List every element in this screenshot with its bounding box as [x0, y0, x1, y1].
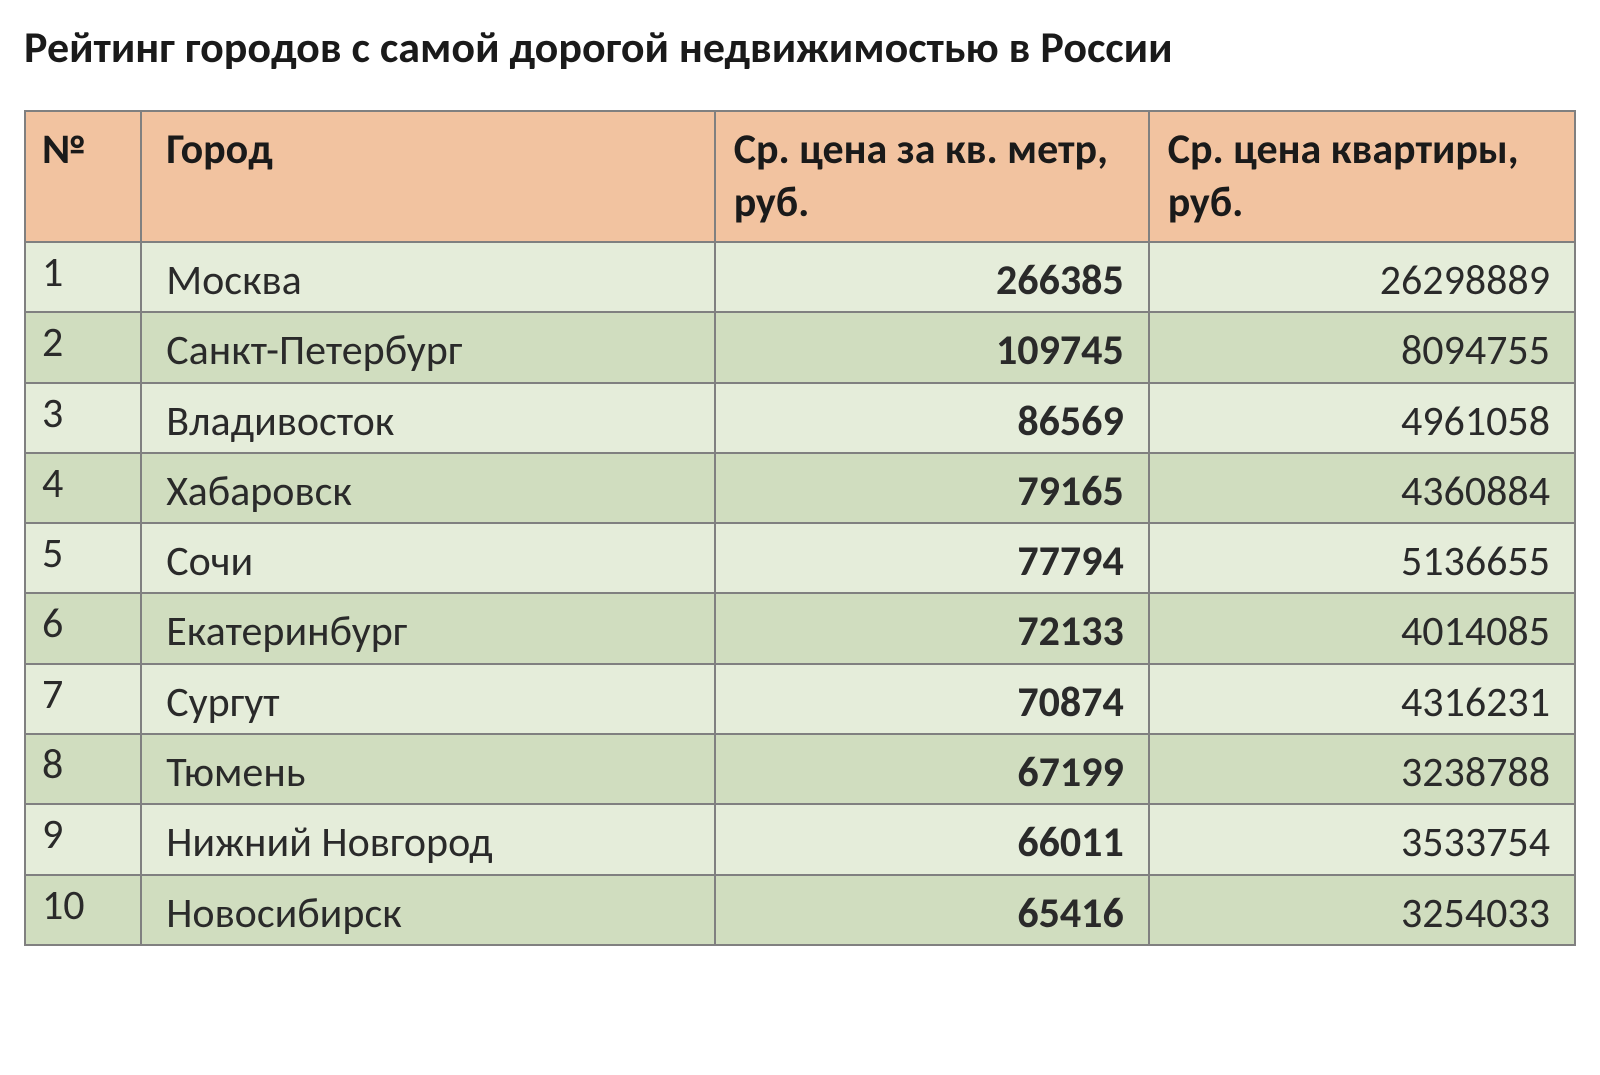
- table-row: 9 Нижний Новгород 66011 3533754: [25, 804, 1575, 874]
- table-row: 4 Хабаровск 79165 4360884: [25, 453, 1575, 523]
- table-row: 5 Сочи 77794 5136655: [25, 523, 1575, 593]
- cell-city: Екатеринбург: [141, 593, 715, 663]
- table-row: 2 Санкт-Петербург 109745 8094755: [25, 312, 1575, 382]
- cell-price-flat: 26298889: [1149, 242, 1575, 312]
- cell-city: Новосибирск: [141, 875, 715, 945]
- cell-price-sqm: 66011: [715, 804, 1149, 874]
- page-title: Рейтинг городов с самой дорогой недвижим…: [24, 20, 1576, 74]
- cell-city: Нижний Новгород: [141, 804, 715, 874]
- table-row: 10 Новосибирск 65416 3254033: [25, 875, 1575, 945]
- cell-price-sqm: 67199: [715, 734, 1149, 804]
- cell-num: 4: [25, 453, 141, 523]
- cell-city: Владивосток: [141, 383, 715, 453]
- cell-num: 10: [25, 875, 141, 945]
- cell-city: Хабаровск: [141, 453, 715, 523]
- cell-price-flat: 3533754: [1149, 804, 1575, 874]
- cell-city: Сургут: [141, 664, 715, 734]
- column-header-city: Город: [141, 111, 715, 242]
- cell-price-flat: 3238788: [1149, 734, 1575, 804]
- cell-price-sqm: 77794: [715, 523, 1149, 593]
- column-header-num: №: [25, 111, 141, 242]
- table-row: 8 Тюмень 67199 3238788: [25, 734, 1575, 804]
- cell-price-flat: 8094755: [1149, 312, 1575, 382]
- cell-price-sqm: 65416: [715, 875, 1149, 945]
- cell-num: 9: [25, 804, 141, 874]
- cities-table: № Город Ср. цена за кв. метр, руб. Ср. ц…: [24, 110, 1576, 946]
- cell-num: 6: [25, 593, 141, 663]
- cell-price-flat: 3254033: [1149, 875, 1575, 945]
- cell-num: 7: [25, 664, 141, 734]
- cell-price-sqm: 79165: [715, 453, 1149, 523]
- cell-city: Москва: [141, 242, 715, 312]
- cell-num: 2: [25, 312, 141, 382]
- cell-price-sqm: 70874: [715, 664, 1149, 734]
- cell-num: 3: [25, 383, 141, 453]
- cell-city: Санкт-Петербург: [141, 312, 715, 382]
- cell-price-flat: 5136655: [1149, 523, 1575, 593]
- column-header-price-sqm: Ср. цена за кв. метр, руб.: [715, 111, 1149, 242]
- cell-num: 1: [25, 242, 141, 312]
- cell-price-sqm: 109745: [715, 312, 1149, 382]
- cell-price-flat: 4316231: [1149, 664, 1575, 734]
- cell-city: Сочи: [141, 523, 715, 593]
- cell-price-flat: 4961058: [1149, 383, 1575, 453]
- cell-price-flat: 4014085: [1149, 593, 1575, 663]
- table-row: 3 Владивосток 86569 4961058: [25, 383, 1575, 453]
- table-row: 7 Сургут 70874 4316231: [25, 664, 1575, 734]
- cell-price-sqm: 72133: [715, 593, 1149, 663]
- table-body: 1 Москва 266385 26298889 2 Санкт-Петербу…: [25, 242, 1575, 945]
- cell-price-sqm: 266385: [715, 242, 1149, 312]
- cell-num: 5: [25, 523, 141, 593]
- table-row: 1 Москва 266385 26298889: [25, 242, 1575, 312]
- cell-city: Тюмень: [141, 734, 715, 804]
- column-header-price-flat: Ср. цена квартиры, руб.: [1149, 111, 1575, 242]
- table-row: 6 Екатеринбург 72133 4014085: [25, 593, 1575, 663]
- cell-price-flat: 4360884: [1149, 453, 1575, 523]
- cell-price-sqm: 86569: [715, 383, 1149, 453]
- cell-num: 8: [25, 734, 141, 804]
- table-header: № Город Ср. цена за кв. метр, руб. Ср. ц…: [25, 111, 1575, 242]
